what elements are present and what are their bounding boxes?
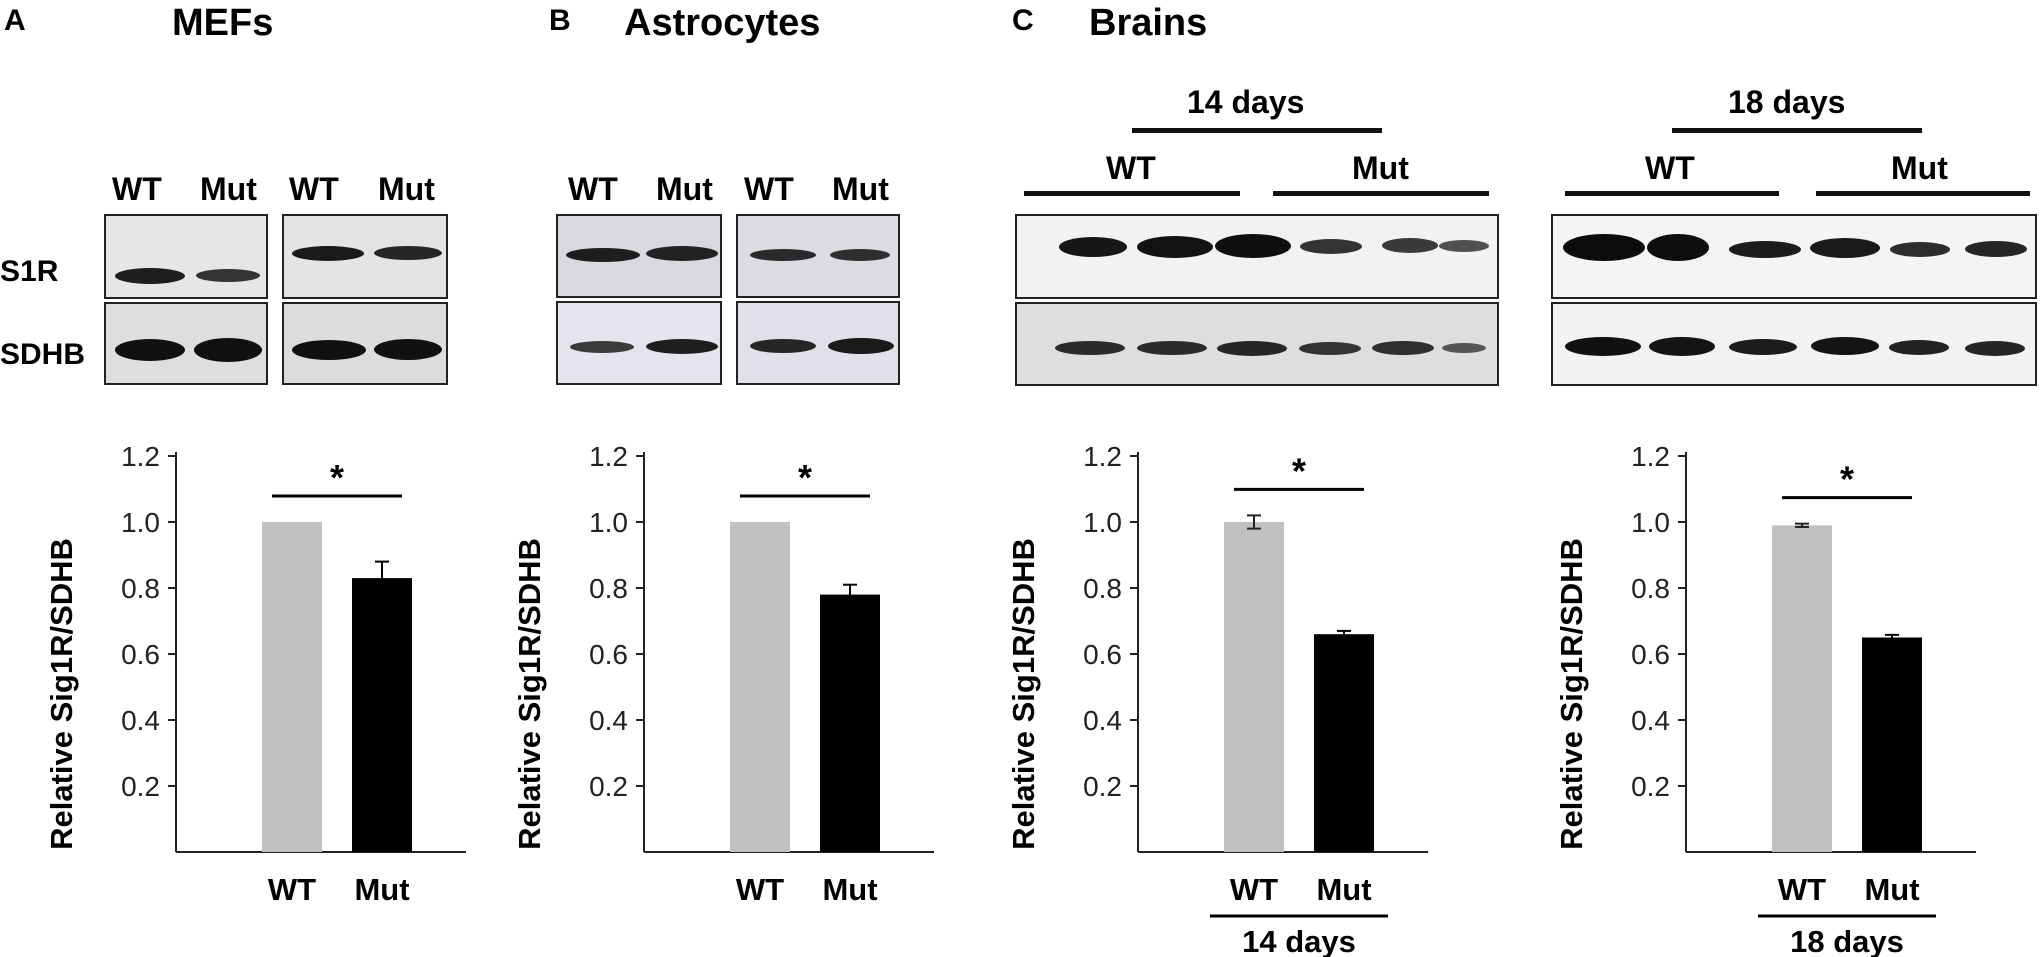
- x-category-label: WT: [268, 872, 316, 907]
- x-group-label: 18 days: [1790, 924, 1904, 957]
- panel-title-astrocytes: Astrocytes: [624, 2, 821, 44]
- y-tick-label: 0.8: [589, 573, 628, 604]
- y-tick-label: 0.6: [589, 639, 628, 670]
- bar-wt: [1772, 525, 1832, 852]
- y-tick-label: 0.4: [1083, 705, 1122, 736]
- significance-star: *: [1840, 459, 1854, 500]
- y-tick-label: 0.8: [121, 573, 160, 604]
- bar-mut: [1862, 637, 1922, 852]
- panel-letter-a: A: [4, 4, 26, 37]
- row-label-s1r: S1R: [0, 255, 59, 288]
- bar-chart-brains-18-days: Relative Sig1R/SDHB 0.2 0.4 0.6 0.8 1.0 1.2 WT M…: [1554, 441, 1976, 957]
- western-blot-image: [736, 301, 900, 385]
- bar-wt: [1224, 522, 1284, 852]
- bar-chart-astrocytes: Relative Sig1R/SDHB 0.2 0.4 0.6 0.8 1.0 1.2 WT M…: [512, 441, 934, 907]
- lane-label: Mut: [378, 171, 435, 207]
- y-tick-label: 1.0: [1631, 507, 1670, 538]
- western-blot-image: [282, 302, 448, 385]
- lane-label: Mut: [200, 171, 257, 207]
- y-tick-label: 1.0: [589, 507, 628, 538]
- y-tick-label: 0.2: [1631, 771, 1670, 802]
- group-bracket: [1816, 191, 2030, 196]
- row-label-sdhb: SDHB: [0, 338, 86, 371]
- western-blot-image: [282, 214, 448, 299]
- y-tick-label: 0.6: [121, 639, 160, 670]
- y-tick-label: 0.4: [1631, 705, 1670, 736]
- period-label-14-days: 14 days: [1187, 84, 1305, 120]
- western-blot-image: [104, 214, 268, 299]
- x-category-label: WT: [1230, 872, 1278, 907]
- bar-wt: [730, 522, 790, 852]
- y-tick-label: 0.4: [121, 705, 160, 736]
- y-axis-label: Relative Sig1R/SDHB: [512, 538, 547, 850]
- panel-letter-c: C: [1012, 4, 1034, 37]
- y-tick-label: 0.8: [1631, 573, 1670, 604]
- bar-mut: [1314, 634, 1374, 852]
- western-blot-image: [736, 214, 900, 298]
- bar-mut: [820, 594, 880, 852]
- panel-letter-b: B: [549, 4, 571, 37]
- bar-mut: [352, 578, 412, 852]
- group-label-wt: WT: [1645, 150, 1695, 186]
- y-tick-label: 1.2: [589, 441, 628, 472]
- bar-chart-brains-14-days: Relative Sig1R/SDHB 0.2 0.4 0.6 0.8 1.0 1.2 WT M…: [1006, 441, 1428, 957]
- y-tick-label: 0.4: [589, 705, 628, 736]
- y-tick-label: 1.2: [1631, 441, 1670, 472]
- western-blot-image: [1551, 214, 2037, 299]
- y-tick-label: 1.0: [1083, 507, 1122, 538]
- x-category-label: Mut: [1316, 872, 1371, 907]
- group-label-mut: Mut: [1352, 150, 1409, 186]
- period-bracket: [1672, 128, 1922, 133]
- panel-title-mefs: MEFs: [172, 2, 274, 44]
- lane-label: Mut: [656, 171, 713, 207]
- period-label-18-days: 18 days: [1728, 84, 1846, 120]
- bar-wt: [262, 522, 322, 852]
- western-blot-image: [1015, 302, 1499, 386]
- x-category-label: Mut: [822, 872, 877, 907]
- group-bracket: [1273, 191, 1489, 196]
- y-tick-label: 0.8: [1083, 573, 1122, 604]
- significance-star: *: [330, 457, 344, 498]
- group-bracket: [1565, 191, 1779, 196]
- period-bracket: [1132, 128, 1382, 133]
- western-blot-image: [1551, 302, 2037, 386]
- panel-title-brains: Brains: [1089, 2, 1208, 44]
- y-tick-label: 0.2: [121, 771, 160, 802]
- group-label-wt: WT: [1106, 150, 1156, 186]
- western-blot-image: [556, 301, 722, 385]
- significance-star: *: [1292, 450, 1306, 491]
- bar-chart-mefs: Relative Sig1R/SDHB 0.2 0.4 0.6 0.8 1.0 1.2 WT M…: [44, 441, 466, 907]
- significance-star: *: [798, 457, 812, 498]
- lane-label: WT: [744, 171, 794, 207]
- western-blot-image: [556, 214, 722, 298]
- y-tick-label: 0.6: [1631, 639, 1670, 670]
- y-tick-label: 0.6: [1083, 639, 1122, 670]
- x-category-label: WT: [1778, 872, 1826, 907]
- y-tick-label: 0.2: [1083, 771, 1122, 802]
- x-category-label: Mut: [1864, 872, 1919, 907]
- y-tick-label: 1.2: [1083, 441, 1122, 472]
- y-tick-label: 0.2: [589, 771, 628, 802]
- group-bracket: [1024, 191, 1240, 196]
- y-axis-label: Relative Sig1R/SDHB: [1006, 538, 1041, 850]
- western-blot-image: [1015, 214, 1499, 299]
- x-category-label: WT: [736, 872, 784, 907]
- x-group-label: 14 days: [1242, 924, 1356, 957]
- lane-label: WT: [289, 171, 339, 207]
- lane-label: WT: [568, 171, 618, 207]
- group-label-mut: Mut: [1891, 150, 1948, 186]
- y-axis-label: Relative Sig1R/SDHB: [44, 538, 79, 850]
- lane-label: Mut: [832, 171, 889, 207]
- lane-label: WT: [112, 171, 162, 207]
- y-tick-label: 1.2: [121, 441, 160, 472]
- x-category-label: Mut: [354, 872, 409, 907]
- y-tick-label: 1.0: [121, 507, 160, 538]
- y-axis-label: Relative Sig1R/SDHB: [1554, 538, 1589, 850]
- western-blot-image: [104, 302, 268, 385]
